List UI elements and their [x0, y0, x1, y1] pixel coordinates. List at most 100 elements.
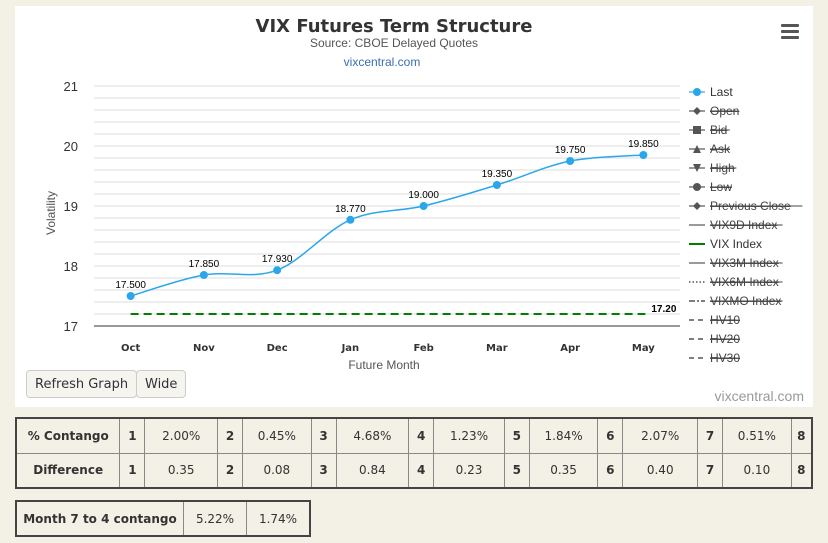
row-label: Difference	[15, 452, 121, 489]
data-point-last[interactable]	[419, 202, 428, 210]
month-index-cell: 5	[503, 452, 530, 489]
data-label-vix-index: 17.20	[651, 304, 676, 315]
legend-item[interactable]: VIX9D Index	[689, 218, 783, 232]
legend-diamond-icon	[693, 107, 701, 115]
legend-item[interactable]: Low	[689, 180, 732, 194]
month-index-cell: 3	[310, 417, 337, 454]
chart-title: VIX Futures Term Structure	[256, 16, 533, 37]
chart-svg: VIX Futures Term Structure Source: CBOE …	[44, 16, 804, 404]
month-contango-label: Month 7 to 4 contango	[15, 500, 184, 537]
legend-item[interactable]: Last	[689, 85, 733, 99]
month-index-cell: 1	[119, 452, 146, 489]
legend-item[interactable]: Open	[689, 104, 739, 118]
y-tick-label: 17	[64, 319, 78, 334]
month-index-cell: 6	[597, 417, 624, 454]
month-index-cell: 6	[597, 452, 624, 489]
value-cell: 0.35	[528, 452, 599, 489]
data-label-last: 17.500	[115, 280, 146, 291]
x-tick-label: Apr	[560, 343, 580, 354]
y-tick-label: 18	[64, 259, 78, 274]
legend-item[interactable]: HV10	[689, 313, 740, 327]
x-tick-label: Nov	[193, 343, 215, 354]
row-label: % Contango	[15, 417, 121, 454]
legend: Last Open Bid Ask High Low Previous Close VIX9D…	[689, 85, 803, 365]
data-point-last[interactable]	[126, 292, 135, 300]
data-label-last: 17.850	[189, 259, 220, 270]
legend-item[interactable]: VIX3M Index	[689, 256, 783, 270]
legend-label: VIX Index	[710, 237, 762, 251]
legend-item[interactable]: HV30	[689, 351, 740, 365]
legend-square-icon	[693, 126, 701, 134]
x-tick-label: Feb	[413, 343, 433, 354]
data-point-last[interactable]	[639, 151, 648, 159]
series-line-last	[130, 154, 644, 297]
legend-triangle-down-icon	[693, 164, 701, 172]
hamburger-menu-icon[interactable]	[781, 24, 799, 40]
x-tick-label: Jan	[341, 343, 360, 354]
wide-button[interactable]: Wide	[136, 370, 187, 398]
legend-circle-icon	[693, 88, 701, 96]
month-index-cell: 4	[408, 417, 435, 454]
month-index-cell: 8	[790, 417, 813, 454]
y-tick-label: 20	[64, 139, 78, 154]
y-axis-title: Volatility	[44, 191, 58, 235]
month-index-cell: 7	[697, 452, 724, 489]
legend-item[interactable]: VIX6M Index	[689, 275, 783, 289]
data-point-last[interactable]	[199, 271, 208, 279]
value-cell: 2.07%	[622, 417, 699, 454]
data-label-last: 17.930	[262, 254, 293, 265]
x-axis-title: Future Month	[348, 358, 419, 372]
data-label-last: 19.000	[408, 190, 439, 201]
legend-item[interactable]: VIX Index	[689, 237, 762, 251]
y-tick-label: 21	[64, 79, 78, 94]
month-index-cell: 7	[697, 417, 724, 454]
data-label-last: 19.350	[482, 169, 513, 180]
legend-item[interactable]: VIXMO Index	[689, 294, 783, 308]
x-tick-label: Oct	[121, 343, 140, 354]
value-cell: 0.35	[144, 452, 219, 489]
chart-panel: VIX Futures Term Structure Source: CBOE …	[15, 6, 813, 407]
value-cell: 0.23	[433, 452, 505, 489]
y-tick-labels: 17 18 19 20 21	[64, 79, 78, 334]
data-point-last[interactable]	[273, 266, 282, 275]
legend-item[interactable]: HV20	[689, 332, 740, 346]
legend-item[interactable]: Ask	[689, 142, 731, 156]
contango-row: % Contango 1 2.00% 2 0.45% 3 4.68% 4 1.23% 5 1.84%…	[15, 417, 813, 454]
x-tick-label: Dec	[267, 343, 288, 354]
legend-circle-icon	[693, 183, 701, 191]
month-index-cell: 2	[217, 417, 244, 454]
contango-row: Difference 1 0.35 2 0.08 3 0.84 4 0.23 5 0.35 6 0.40…	[15, 452, 813, 489]
data-point-last[interactable]	[346, 215, 355, 224]
chart-source-link[interactable]: vixcentral.com	[344, 55, 421, 69]
value-cell: 0.84	[335, 452, 410, 489]
value-cell: 1.23%	[433, 417, 505, 454]
value-cell: 0.51%	[722, 417, 792, 454]
month-index-cell: 1	[119, 417, 146, 454]
data-label-last: 19.750	[555, 145, 586, 156]
month-contango-value: 1.74%	[246, 500, 311, 537]
legend-item[interactable]: Bid	[689, 123, 730, 137]
refresh-graph-button[interactable]: Refresh Graph	[26, 370, 138, 398]
value-cell: 4.68%	[335, 417, 410, 454]
legend-diamond-icon	[693, 202, 701, 210]
value-cell: 2.00%	[144, 417, 219, 454]
data-point-last[interactable]	[492, 181, 501, 189]
series-layer: 17.500 17.850 17.930 18.770 19.000 19.350 19.7…	[115, 139, 677, 315]
month-contango-table: Month 7 to 4 contango 5.22% 1.74%	[15, 500, 311, 537]
legend-triangle-icon	[693, 145, 701, 153]
month-index-cell: 4	[408, 452, 435, 489]
watermark: vixcentral.com	[715, 388, 804, 404]
month-contango-value: 5.22%	[183, 500, 247, 537]
data-point-last[interactable]	[566, 157, 575, 165]
x-tick-label: Mar	[486, 343, 508, 354]
contango-table: % Contango 1 2.00% 2 0.45% 3 4.68% 4 1.23% 5 1.84%…	[15, 417, 813, 489]
grid-layer	[94, 85, 680, 327]
value-cell: 0.08	[242, 452, 312, 489]
value-cell: 0.40	[622, 452, 699, 489]
legend-item[interactable]: Previous Close	[689, 199, 803, 213]
month-index-cell: 2	[217, 452, 244, 489]
legend-item[interactable]: High	[689, 161, 737, 175]
chart-subtitle: Source: CBOE Delayed Quotes	[310, 36, 478, 50]
y-tick-label: 19	[64, 199, 78, 214]
value-cell: 1.84%	[528, 417, 599, 454]
